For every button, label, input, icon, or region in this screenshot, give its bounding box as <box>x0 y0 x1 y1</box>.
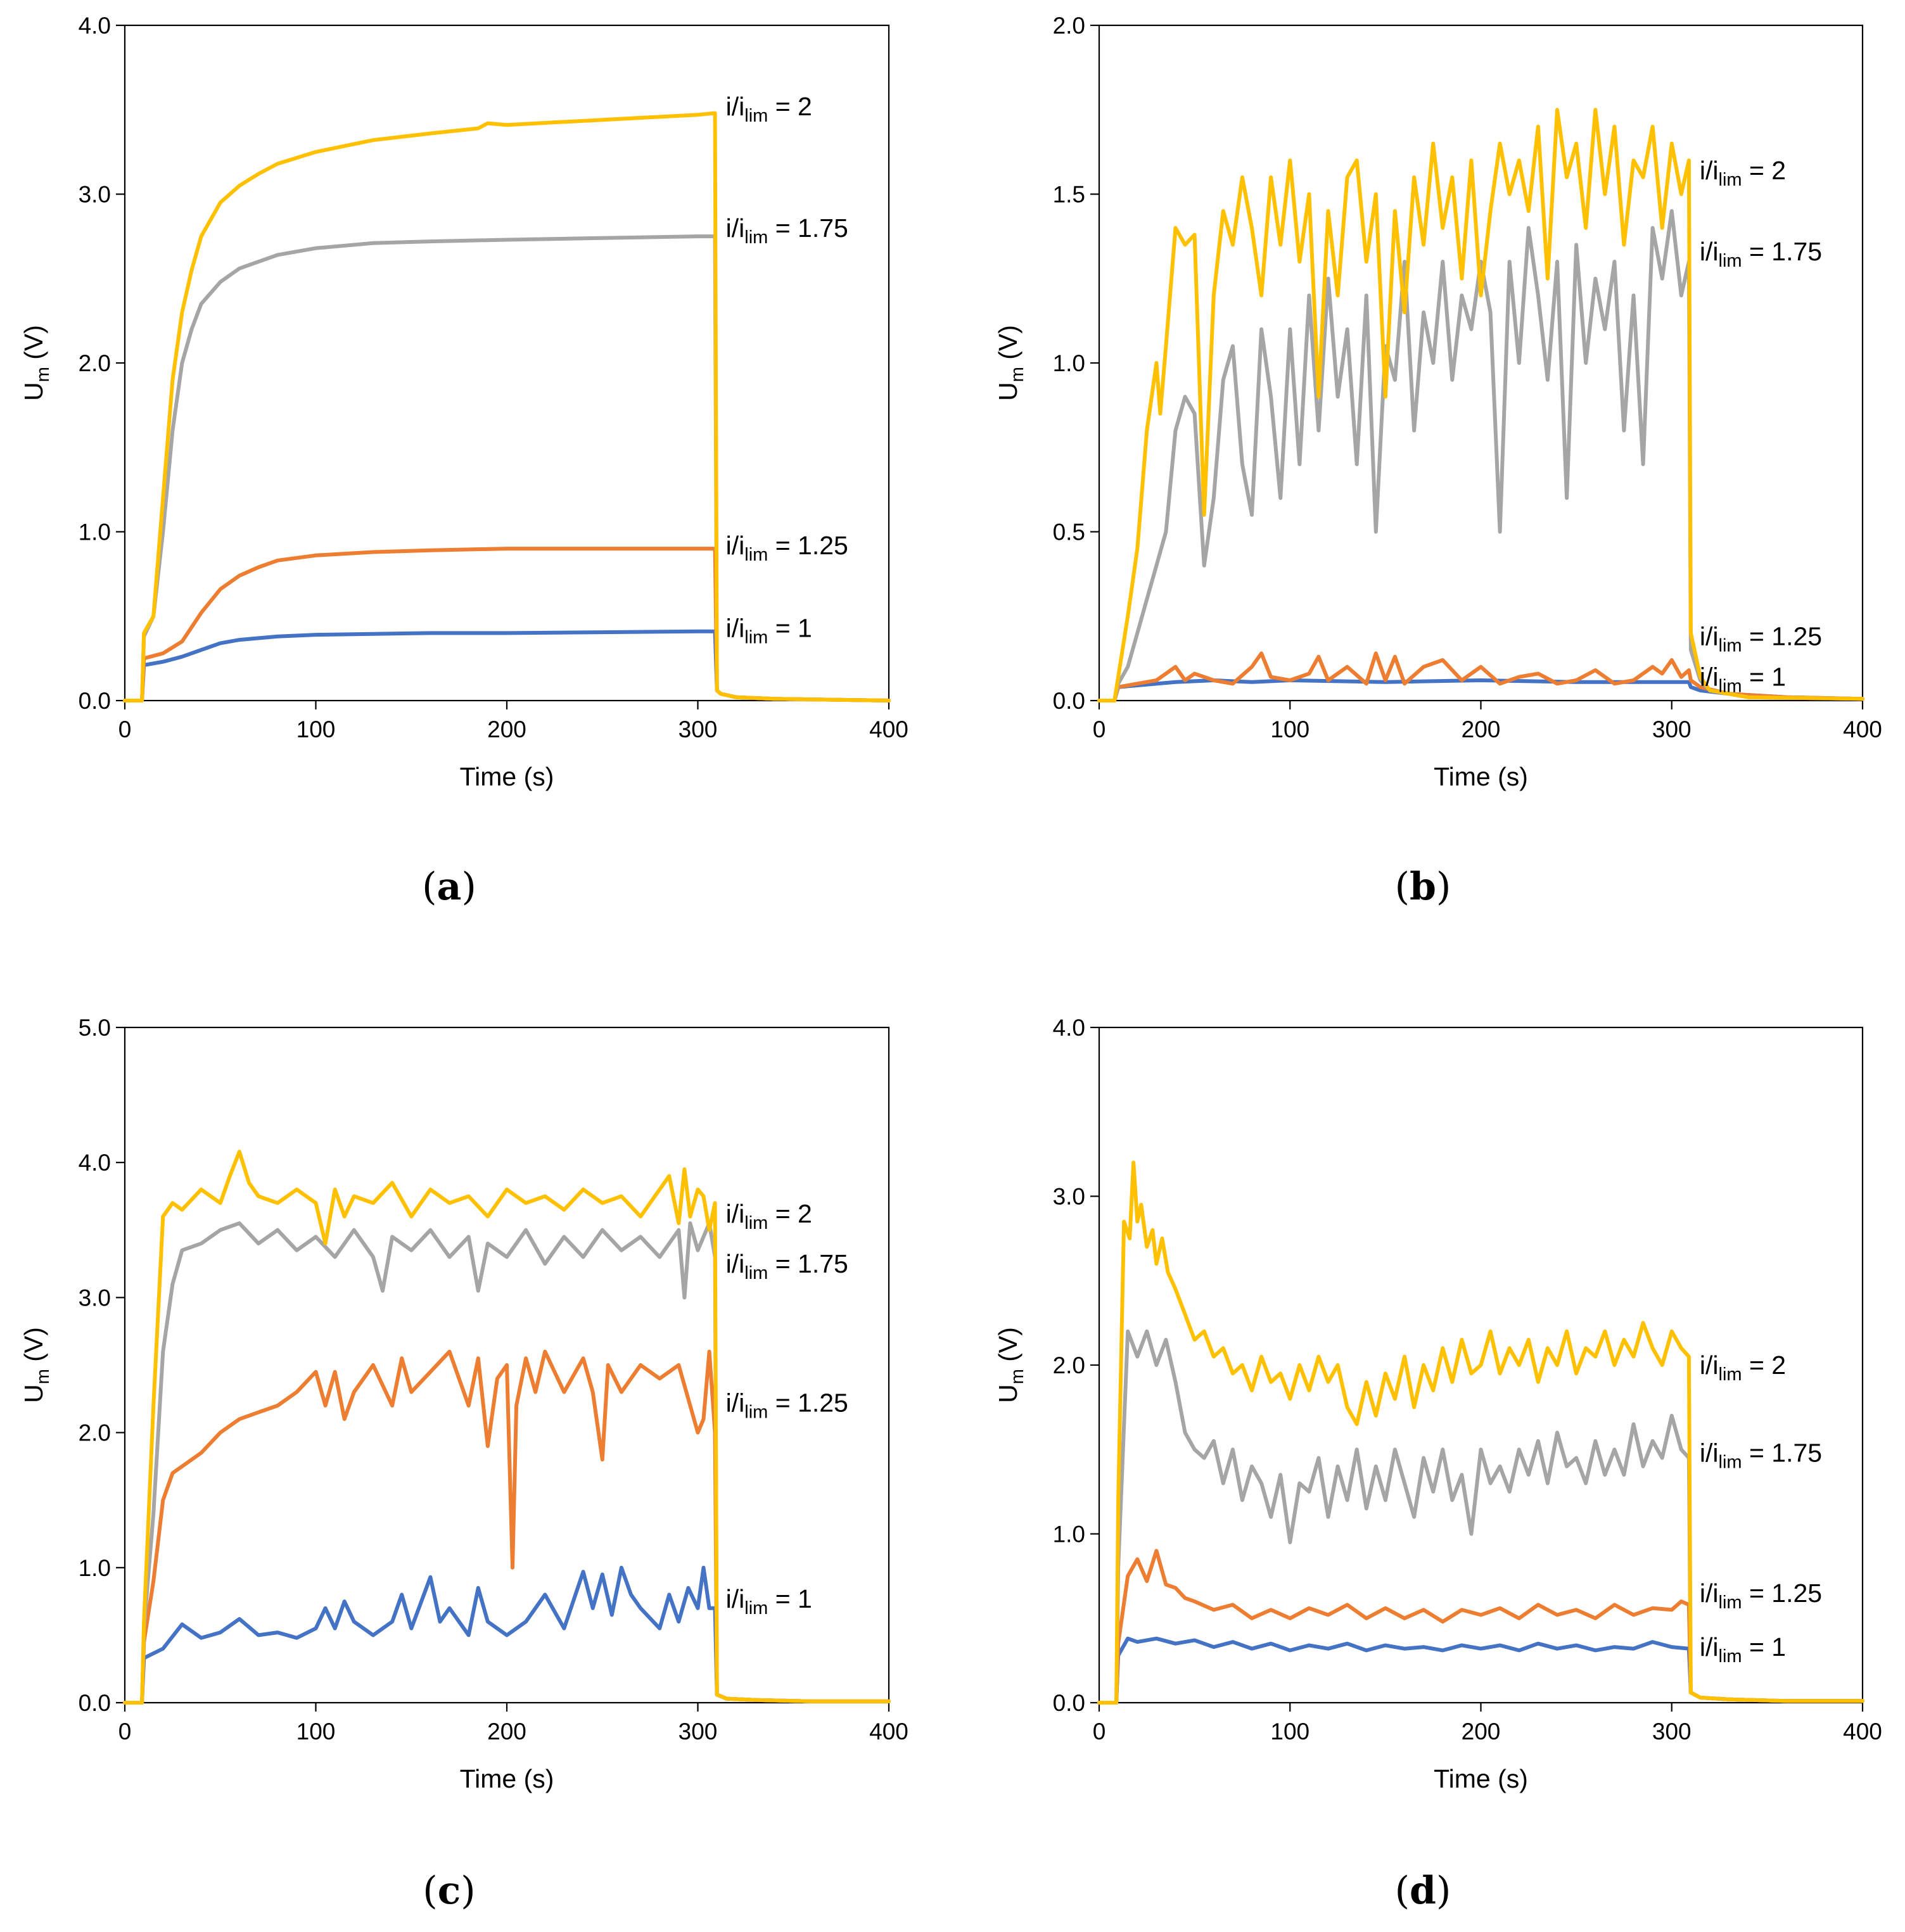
x-tick-label: 200 <box>1462 1719 1501 1745</box>
y-tick-label: 5.0 <box>79 1015 111 1041</box>
x-tick-label: 0 <box>118 1719 132 1745</box>
y-tick-label: 1.0 <box>79 519 111 545</box>
y-tick-label: 4.0 <box>79 1150 111 1176</box>
series-line-i2 <box>1097 1160 1864 1705</box>
series-label-i1: i/ilim = 1 <box>1700 1632 1786 1667</box>
x-axis-title: Time (s) <box>460 1764 554 1793</box>
x-tick-label: 200 <box>1462 716 1501 742</box>
y-tick-label: 1.0 <box>1053 1522 1085 1548</box>
x-tick-label: 100 <box>296 716 336 742</box>
x-axis-title: Time (s) <box>1434 762 1528 791</box>
x-tick-label: 400 <box>1843 1719 1882 1745</box>
series-label-i125: i/ilim = 1.25 <box>726 531 848 565</box>
series-label-i125: i/ilim = 1.25 <box>1700 1579 1822 1613</box>
y-tick-label: 3.0 <box>1053 1184 1085 1210</box>
y-tick-label: 4.0 <box>1053 1015 1085 1041</box>
series-line-i175 <box>123 1221 891 1705</box>
x-tick-label: 300 <box>679 716 718 742</box>
series-line-i125 <box>1097 651 1864 702</box>
series-line-i2 <box>123 111 891 702</box>
series-label-i175: i/ilim = 1.75 <box>1700 1439 1822 1473</box>
y-tick-label: 2.0 <box>79 350 111 376</box>
series-label-i125: i/ilim = 1.25 <box>1700 622 1822 656</box>
x-tick-label: 0 <box>1093 1719 1106 1745</box>
y-axis-title: Um (V) <box>19 325 53 401</box>
series-line-i2 <box>123 1150 891 1705</box>
y-axis-title: Um (V) <box>993 325 1028 401</box>
y-tick-label: 1.0 <box>79 1555 111 1581</box>
x-tick-label: 0 <box>118 716 132 742</box>
series-label-i175: i/ilim = 1.75 <box>1700 237 1822 271</box>
y-tick-label: 0.0 <box>1053 1690 1085 1716</box>
series-label-i175: i/ilim = 1.75 <box>726 213 848 248</box>
x-axis-title: Time (s) <box>460 762 554 791</box>
series-label-i2: i/ilim = 2 <box>1700 1350 1786 1385</box>
chart-panel-d: 0.0 1.0 2.0 3.0 4.0 0 100 200 300 400 Time (s) Um (… <box>993 1015 1882 1913</box>
y-axis-title: Um (V) <box>19 1327 53 1403</box>
series-label-i2: i/ilim = 2 <box>1700 156 1786 190</box>
series-label-i1: i/ilim = 1 <box>726 613 812 647</box>
x-tick-label: 100 <box>1270 1719 1309 1745</box>
series-line-i175 <box>1097 209 1864 702</box>
x-tick-label: 400 <box>869 716 908 742</box>
x-tick-label: 200 <box>487 1719 526 1745</box>
series-label-i125: i/ilim = 1.25 <box>726 1389 848 1423</box>
series-line-i1 <box>1097 1636 1864 1705</box>
x-tick-label: 0 <box>1093 716 1106 742</box>
series-label-i2: i/ilim = 2 <box>726 1199 812 1233</box>
series-line-i175 <box>1097 1329 1864 1705</box>
series-label-i2: i/ilim = 2 <box>726 92 812 126</box>
y-axis-title: Um (V) <box>993 1327 1028 1403</box>
y-tick-label: 0.0 <box>79 688 111 714</box>
x-tick-label: 300 <box>679 1719 718 1745</box>
series-line-i125 <box>1097 1549 1864 1705</box>
y-tick-label: 4.0 <box>79 13 111 39</box>
series-line-i125 <box>123 1349 891 1705</box>
y-tick-label: 1.0 <box>1053 350 1085 376</box>
series-label-i1: i/ilim = 1 <box>1700 663 1786 697</box>
x-tick-label: 300 <box>1652 716 1692 742</box>
y-tick-label: 0.0 <box>1053 688 1085 714</box>
panel-caption: (b) <box>1395 865 1451 909</box>
y-tick-label: 2.0 <box>1053 13 1085 39</box>
panel-caption: (a) <box>422 865 476 909</box>
panel-caption: (c) <box>423 1869 475 1913</box>
y-tick-label: 2.0 <box>79 1420 111 1446</box>
x-axis-title: Time (s) <box>1434 1764 1528 1793</box>
panel-caption: (d) <box>1395 1869 1451 1913</box>
x-tick-label: 200 <box>487 716 526 742</box>
x-tick-label: 400 <box>1843 716 1882 742</box>
y-tick-label: 0.0 <box>79 1690 111 1716</box>
chart-panel-a: 0.0 1.0 2.0 3.0 4.0 0 100 200 300 400 Time (s) Um (… <box>19 13 908 909</box>
y-tick-label: 3.0 <box>79 1285 111 1311</box>
series-line-i1 <box>123 1565 891 1705</box>
chart-panel-c: 0.0 1.0 2.0 3.0 4.0 5.0 0 100 200 300 400 Time (s) U… <box>19 1015 908 1913</box>
series-label-i1: i/ilim = 1 <box>726 1584 812 1618</box>
y-tick-label: 1.5 <box>1053 182 1085 208</box>
y-tick-label: 2.0 <box>1053 1352 1085 1378</box>
y-tick-label: 0.5 <box>1053 519 1085 545</box>
x-tick-label: 100 <box>296 1719 336 1745</box>
chart-panel-b: 0.0 0.5 1.0 1.5 2.0 0 100 200 300 400 Time (s) Um (… <box>993 13 1882 909</box>
x-tick-label: 300 <box>1652 1719 1692 1745</box>
x-tick-label: 100 <box>1270 716 1309 742</box>
plot-frame <box>1098 24 1864 702</box>
x-tick-label: 400 <box>869 1719 908 1745</box>
y-tick-label: 3.0 <box>79 182 111 208</box>
series-label-i175: i/ilim = 1.75 <box>726 1249 848 1283</box>
series-line-i2 <box>1097 108 1864 702</box>
